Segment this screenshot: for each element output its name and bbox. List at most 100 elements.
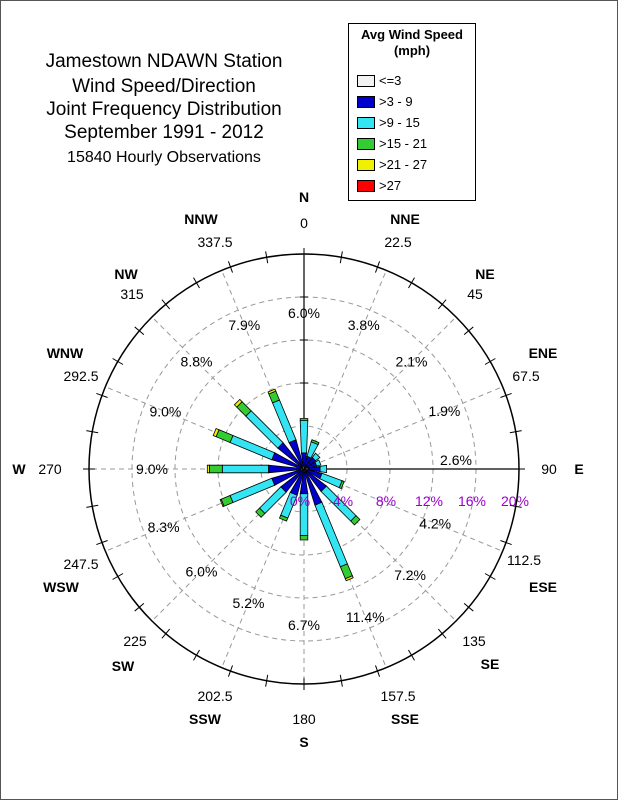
angle-tick (193, 277, 200, 289)
degree-label: 112.5 (507, 552, 541, 568)
petal-segment (255, 507, 266, 518)
angle-tick (86, 430, 99, 434)
legend-title-line-2: (mph) (393, 43, 431, 58)
degree-label: 315 (120, 286, 144, 302)
degree-label: 202.5 (197, 688, 232, 704)
legend-label: >21 - 27 (379, 157, 428, 172)
angle-tick (193, 649, 200, 661)
petal-segment (267, 388, 277, 395)
compass-label: NE (475, 266, 494, 282)
angle-tick (484, 358, 496, 365)
angle-tick (161, 299, 171, 310)
angle-tick (437, 299, 447, 310)
angle-tick (227, 261, 233, 273)
petal-segment (319, 464, 328, 474)
legend-swatch (357, 159, 375, 171)
angle-tick (86, 504, 99, 508)
degree-label: 292.5 (63, 368, 98, 384)
compass-label: WSW (43, 579, 80, 595)
legend: Avg Wind Speed (mph) <=3 >3 - 9 >9 - 15 >15… (348, 23, 476, 201)
direction-percent-label: 11.4% (346, 609, 385, 625)
degree-label: 45 (467, 286, 483, 302)
legend-label: >15 - 21 (379, 136, 428, 151)
title-line-1: Jamestown NDAWN Station (45, 51, 283, 72)
compass-label: SSW (189, 711, 222, 727)
angle-tick (408, 277, 415, 289)
petal-segment (229, 434, 276, 461)
direction-percent-label: 4.2% (419, 515, 451, 531)
chart-subtitle: 15840 Hourly Observations (67, 149, 261, 166)
angle-tick (500, 540, 512, 546)
legend-label: >27 (379, 178, 402, 193)
degree-label: 247.5 (63, 556, 98, 572)
legend-swatch (357, 138, 375, 150)
petal-segment (310, 439, 320, 446)
grid-spoke (303, 386, 503, 470)
radial-tick-label: 20% (501, 493, 529, 509)
grid-spoke (303, 316, 457, 470)
legend-swatch (357, 117, 375, 129)
direction-percent-label: 9.0% (136, 461, 168, 477)
angle-tick (375, 261, 381, 273)
petal-segment (311, 452, 321, 462)
radial-tick-label: 12% (415, 493, 443, 509)
compass-label: S (299, 734, 308, 750)
angle-tick (339, 251, 343, 264)
angle-tick (265, 251, 269, 264)
petal-segment (219, 498, 225, 508)
degree-label: 157.5 (380, 688, 415, 704)
degree-label: 0 (300, 215, 308, 231)
direction-percent-label: 6.0% (186, 564, 218, 580)
compass-label: NNW (184, 211, 218, 227)
direction-percent-label: 2.1% (396, 354, 428, 370)
petal-segment (350, 515, 361, 526)
angle-tick (265, 674, 269, 687)
compass-label: SE (481, 656, 500, 672)
compass-label: ESE (529, 579, 557, 595)
legend-swatch (357, 180, 375, 192)
title-line-3: Joint Frequency Distribution (46, 99, 282, 120)
direction-percent-label: 8.8% (181, 354, 213, 370)
petal-segment (206, 464, 210, 474)
compass-label: NNE (390, 211, 420, 227)
petal-segment (208, 464, 223, 474)
direction-percent-label: 2.6% (440, 452, 472, 468)
grid-spoke (303, 270, 387, 470)
petal-segment (258, 486, 287, 515)
angle-tick (463, 326, 474, 336)
angle-tick (227, 665, 233, 677)
legend-label: <=3 (379, 73, 402, 88)
degree-label: 135 (462, 633, 486, 649)
legend-label: >3 - 9 (379, 94, 413, 109)
angle-tick (509, 504, 522, 508)
direction-percent-label: 6.0% (288, 305, 320, 321)
angle-tick (112, 358, 124, 365)
angle-tick (484, 573, 496, 580)
title-line-4: September 1991 - 2012 (64, 122, 264, 143)
petal-segment (221, 464, 269, 474)
petal-segment (338, 480, 345, 490)
legend-swatch (357, 96, 375, 108)
angle-tick (161, 628, 171, 639)
direction-percent-label: 7.2% (394, 567, 426, 583)
title-line-2: Wind Speed/Direction (72, 76, 256, 97)
compass-label: W (12, 461, 26, 477)
direction-percent-label: 3.8% (348, 317, 380, 333)
petal-segment (299, 418, 309, 422)
angle-tick (509, 430, 522, 434)
petal-segment (212, 427, 220, 438)
legend-swatch (357, 75, 375, 87)
direction-percent-label: 9.0% (149, 404, 181, 420)
radial-tick-label: 4% (333, 493, 353, 509)
legend-title-line-1: Avg Wind Speed (361, 27, 463, 42)
petal-segment (233, 398, 243, 408)
radial-tick-label: 0% (290, 493, 310, 509)
direction-percent-label: 1.9% (428, 403, 460, 419)
petal-segment (229, 477, 276, 504)
angle-tick (96, 540, 108, 546)
angle-tick (408, 649, 415, 661)
direction-percent-label: 6.7% (288, 617, 320, 633)
radial-tick-label: 16% (458, 493, 486, 509)
